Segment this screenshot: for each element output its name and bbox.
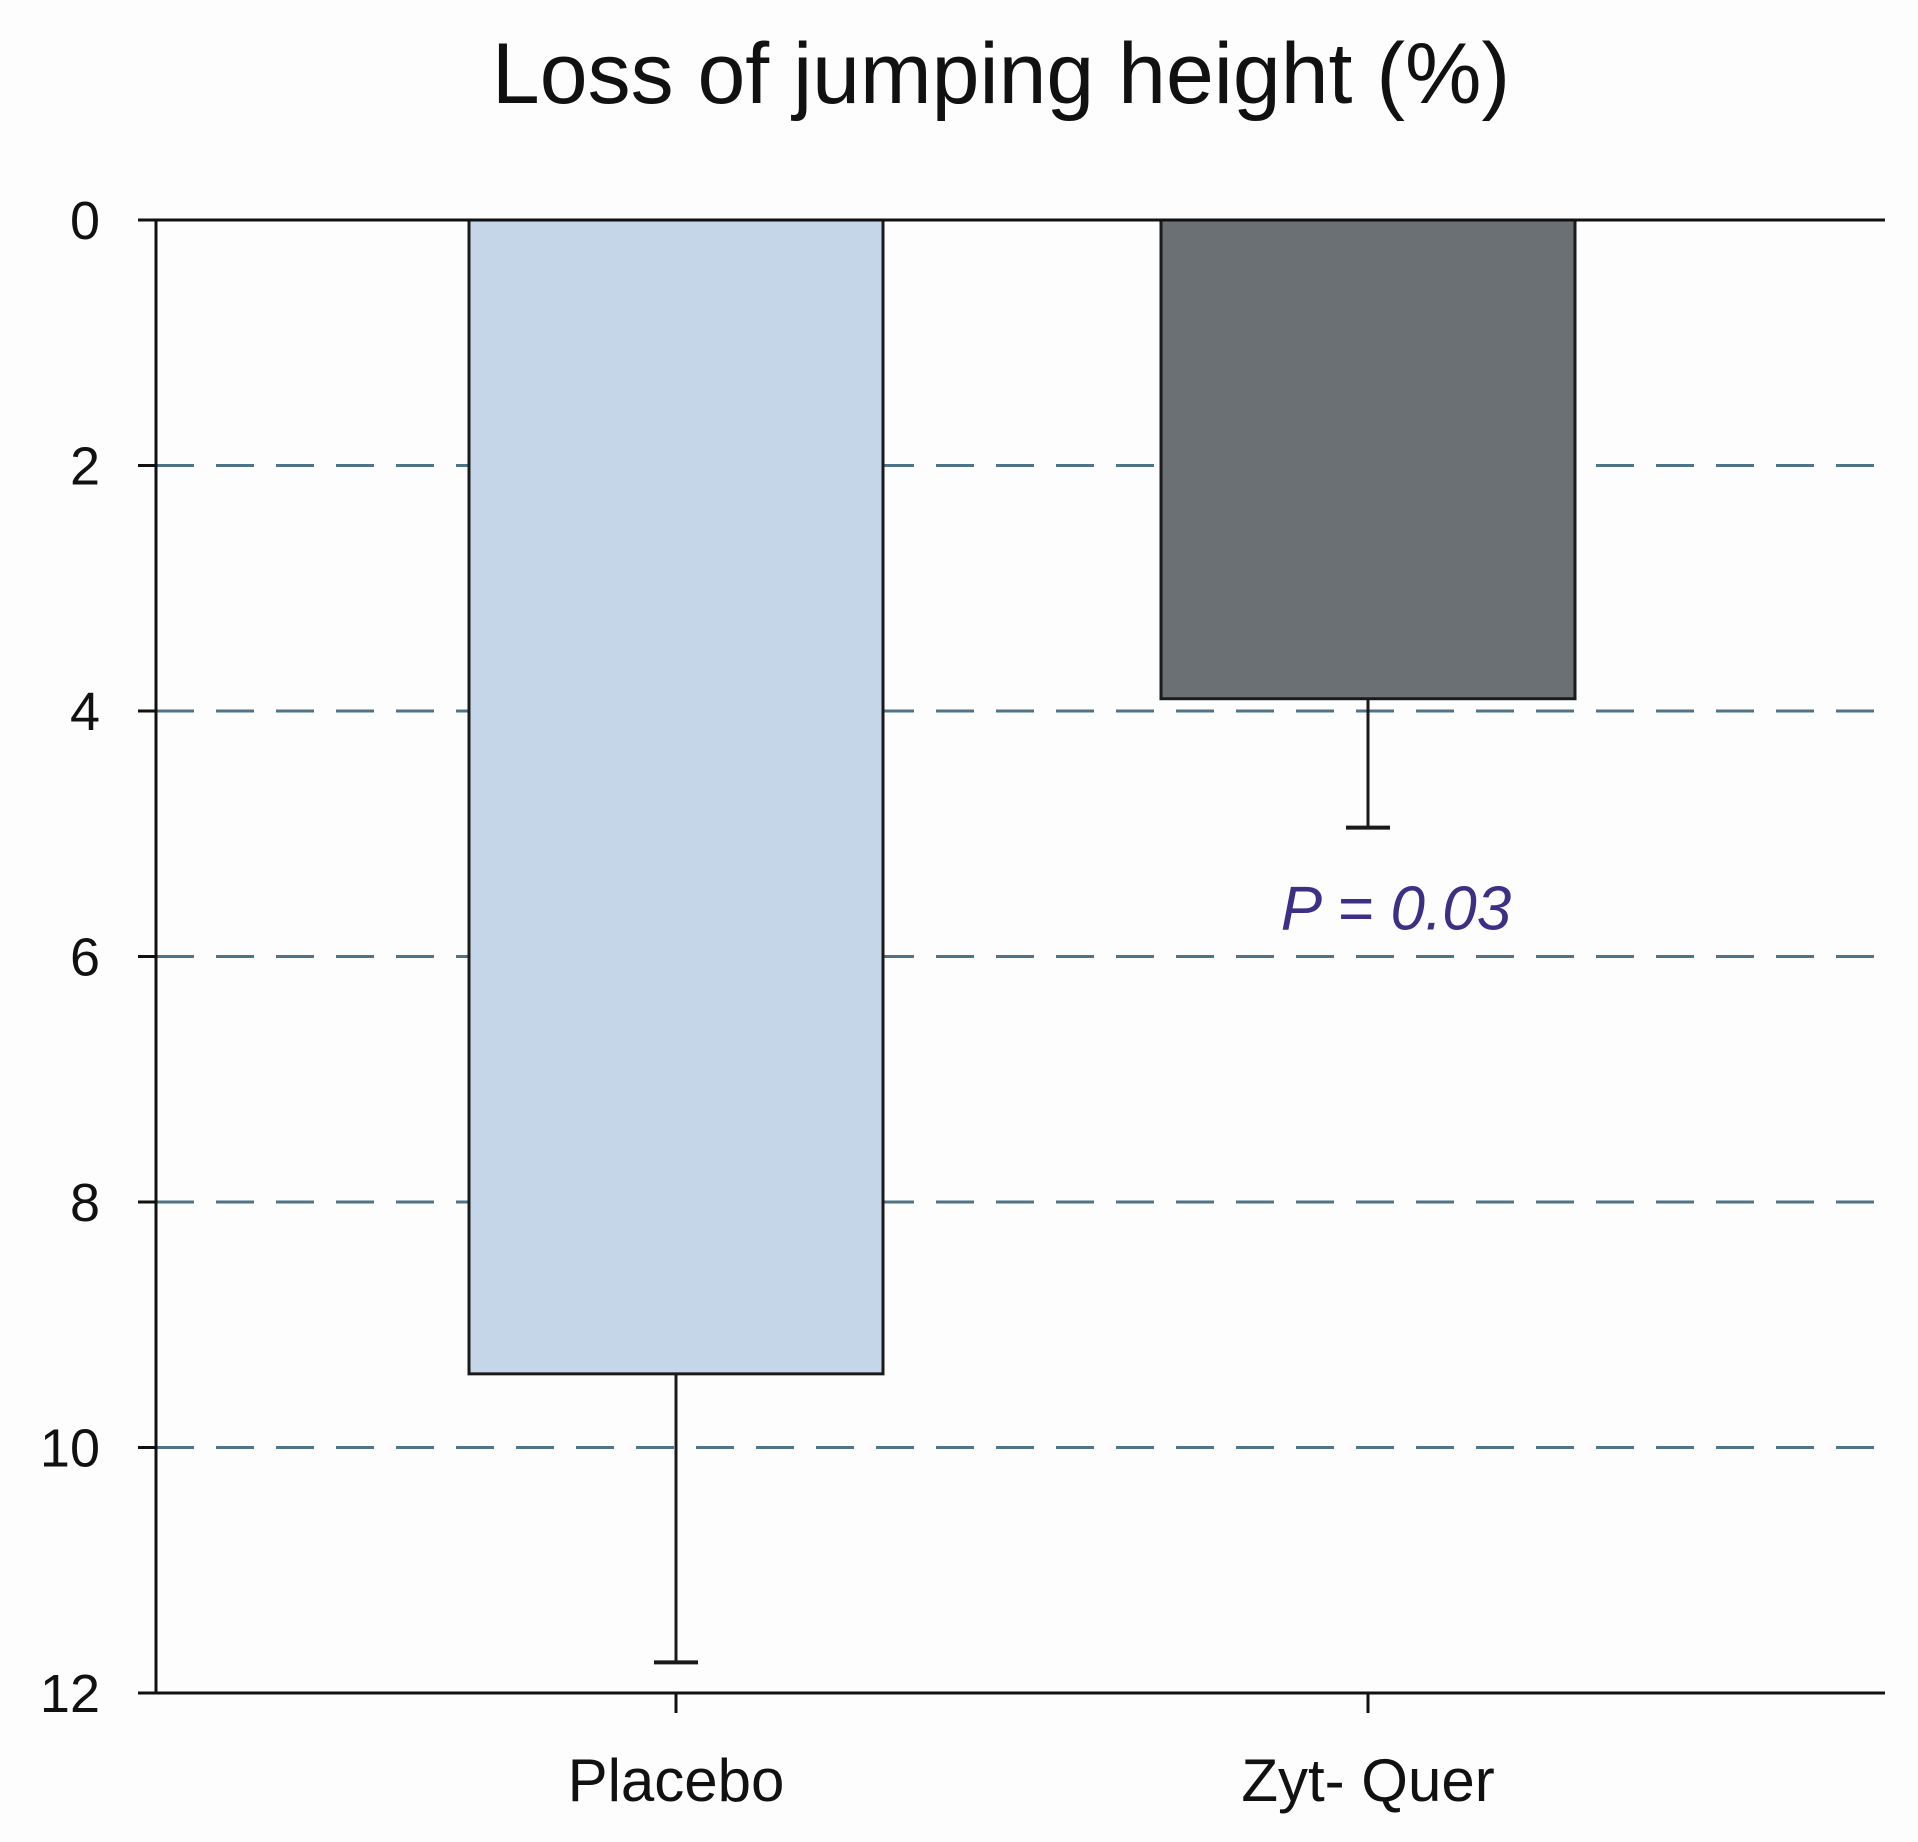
bar-zyt-quer <box>1159 218 1577 701</box>
y-tick-label: 10 <box>40 1419 100 1479</box>
y-tick-label: 12 <box>40 1664 100 1724</box>
y-ticks: 0 2 4 6 8 10 12 <box>40 191 156 1724</box>
p-value-annotation: P = 0.03 <box>1281 874 1511 943</box>
bar-placebo <box>467 218 885 1376</box>
chart-title: Loss of jumping height (%) <box>492 26 1510 122</box>
y-tick-label: 6 <box>70 928 100 988</box>
gridlines <box>156 464 1885 1449</box>
y-tick-label: 2 <box>70 437 100 497</box>
x-category-label: Zyt- Quer <box>1241 1747 1494 1814</box>
x-categories: Placebo Zyt- Quer <box>568 1693 1495 1814</box>
y-tick-label: 4 <box>70 682 100 742</box>
x-category-label: Placebo <box>568 1747 785 1814</box>
y-tick-label: 0 <box>70 191 100 251</box>
y-tick-label: 8 <box>70 1173 100 1233</box>
bars <box>467 218 1577 1665</box>
